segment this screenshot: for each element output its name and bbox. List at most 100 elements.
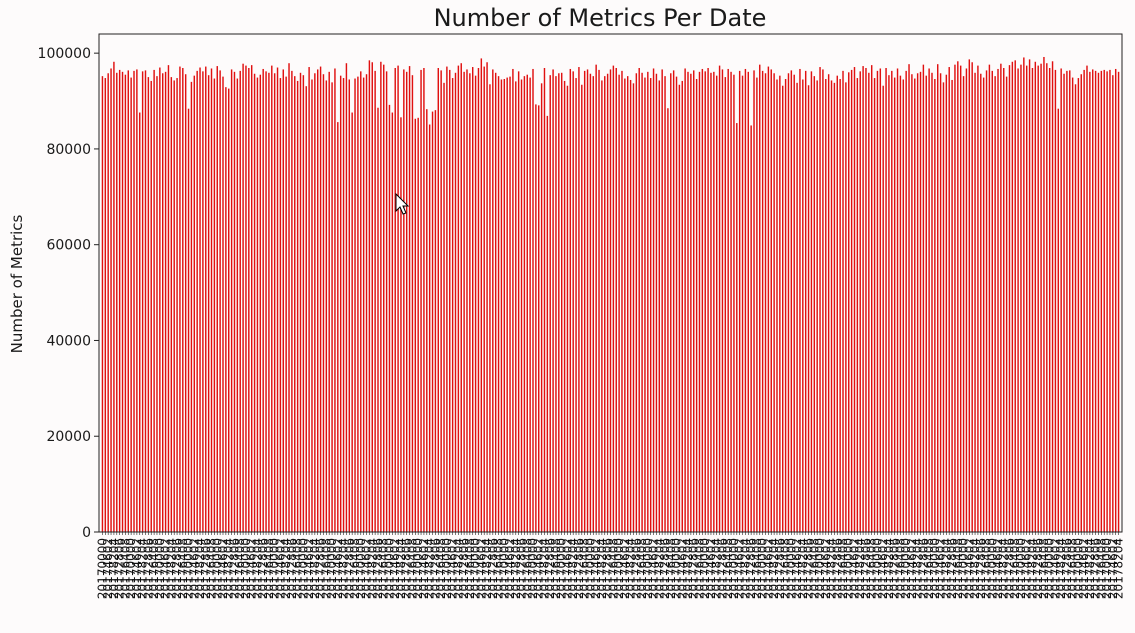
bar (325, 80, 328, 532)
x-tick-label: 20174602 (962, 538, 976, 599)
bar (997, 68, 999, 533)
x-tick-label: 20172806 (572, 538, 586, 599)
bar (540, 83, 543, 532)
bar (839, 79, 841, 532)
bar (833, 82, 836, 532)
x-tick-label: 20170000 (899, 538, 913, 599)
bar (988, 64, 991, 533)
x-tick-label: 20176408 (291, 538, 305, 599)
x-tick-label: 20174602 (1077, 538, 1091, 599)
bar (787, 73, 790, 533)
bar (207, 75, 210, 533)
bar (239, 70, 241, 533)
bar (118, 69, 121, 532)
x-tick-label: 20178204 (652, 538, 666, 599)
x-tick-label: 20178204 (279, 538, 293, 599)
bar (431, 111, 434, 532)
bar (196, 70, 198, 533)
x-tick-label: 20172806 (428, 538, 442, 599)
x-tick-label: 20172806 (830, 538, 844, 599)
bar (483, 66, 485, 532)
x-tick-label: 20176408 (405, 538, 419, 599)
bar (345, 63, 348, 533)
bar (460, 63, 462, 533)
x-tick-label: 20178204 (624, 538, 638, 599)
bar (695, 79, 698, 532)
bar (219, 70, 221, 532)
bar (710, 72, 712, 532)
bar (767, 66, 770, 532)
bar (400, 117, 402, 532)
x-tick-label: 20172806 (859, 538, 873, 599)
x-tick-label: 20178204 (1083, 538, 1097, 599)
bar (434, 110, 437, 532)
bar (517, 71, 520, 532)
bar (474, 75, 477, 532)
bar (928, 68, 930, 532)
x-tick-label: 20178204 (767, 538, 781, 599)
bar (816, 80, 818, 532)
bar (443, 82, 445, 532)
bar (1046, 63, 1048, 533)
bar (747, 71, 749, 532)
bar (417, 117, 419, 533)
bar (357, 76, 359, 533)
bar (480, 58, 483, 533)
bar (242, 63, 244, 532)
y-tick-label: 0 (82, 525, 91, 541)
bar (885, 68, 887, 532)
bar (184, 74, 187, 532)
x-tick-label: 20174602 (159, 538, 173, 599)
x-tick-label: 20172806 (888, 538, 902, 599)
x-tick-label: 20172806 (515, 538, 529, 599)
bar (311, 79, 313, 533)
bar (205, 66, 207, 532)
bar (862, 66, 864, 532)
bar (1057, 108, 1060, 532)
bar (282, 69, 284, 533)
bar (891, 70, 893, 533)
bar (1083, 69, 1085, 532)
x-tick-label: 20172806 (1031, 538, 1045, 599)
x-tick-label: 20178204 (1025, 538, 1039, 599)
bar (790, 70, 793, 532)
bar (635, 73, 638, 533)
bar (934, 79, 936, 532)
y-tick-label: 100000 (38, 46, 91, 62)
bar (1074, 84, 1077, 532)
x-tick-label: 20170000 (698, 538, 712, 599)
bar (1043, 56, 1045, 532)
bar (698, 71, 701, 532)
bar (609, 69, 612, 533)
bar (761, 70, 764, 533)
bar (606, 73, 609, 533)
bar (977, 65, 979, 532)
bar (552, 69, 554, 533)
x-tick-label: 20174602 (417, 538, 431, 599)
x-tick-label: 20172806 (687, 538, 701, 599)
bar (342, 78, 345, 533)
x-tick-label: 20176408 (750, 538, 764, 599)
bar (423, 68, 425, 532)
bar (870, 65, 873, 533)
bar (931, 72, 933, 532)
bar (647, 71, 649, 532)
x-tick-label: 20174602 (446, 538, 460, 599)
bar (865, 68, 867, 532)
bar (532, 68, 534, 533)
x-tick-label: 20170000 (985, 538, 999, 599)
bar (414, 118, 417, 532)
bar (512, 68, 514, 533)
bar (428, 124, 431, 532)
bar (882, 85, 884, 532)
x-tick-label: 20176408 (779, 538, 793, 599)
bar (523, 76, 526, 532)
x-tick-label: 20174602 (503, 538, 517, 599)
bar (675, 76, 678, 533)
bar (383, 64, 385, 533)
x-tick-label: 20176408 (319, 538, 333, 599)
x-tick-label: 20172806 (227, 538, 241, 599)
bar (902, 79, 905, 533)
x-tick-label: 20178204 (595, 538, 609, 599)
x-tick-label: 20172806 (400, 538, 414, 599)
